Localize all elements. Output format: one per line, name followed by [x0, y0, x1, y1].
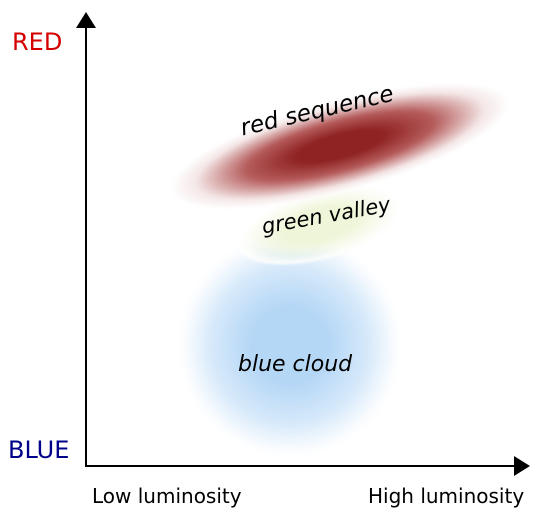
- y-axis: [85, 22, 87, 465]
- x-axis: [85, 465, 520, 467]
- y-axis-label-blue: BLUE: [8, 436, 69, 464]
- x-axis-label-low: Low luminosity: [92, 484, 242, 508]
- x-axis-arrow-icon: [514, 456, 530, 476]
- x-axis-label-high: High luminosity: [368, 484, 524, 508]
- blue-cloud-label: blue cloud: [238, 352, 352, 377]
- blue-cloud-region: [178, 233, 402, 457]
- y-axis-label-red: RED: [12, 28, 62, 56]
- y-axis-arrow-icon: [76, 12, 96, 28]
- color-magnitude-diagram: red sequence green valley blue cloud RED…: [0, 0, 536, 517]
